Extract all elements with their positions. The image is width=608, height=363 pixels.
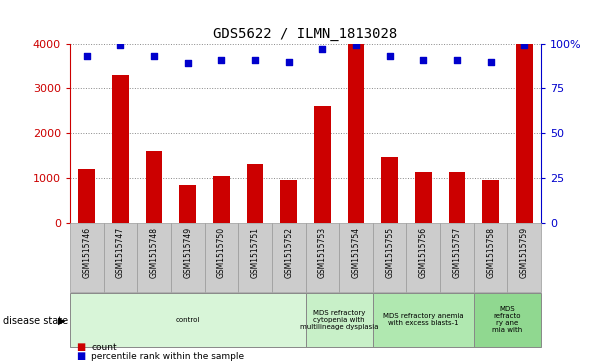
Bar	[103, 223, 137, 292]
Text: GSM1515747: GSM1515747	[116, 227, 125, 278]
Point	[82, 53, 92, 59]
Point	[418, 57, 428, 63]
Bar	[70, 293, 305, 347]
Text: MDS refractory anemia
with excess blasts-1: MDS refractory anemia with excess blasts…	[383, 313, 464, 326]
Bar	[381, 157, 398, 223]
Bar	[171, 223, 204, 292]
Bar	[272, 223, 305, 292]
Bar	[407, 223, 440, 292]
Bar	[78, 169, 95, 223]
Bar	[305, 223, 339, 292]
Point	[183, 60, 193, 66]
Bar	[280, 180, 297, 223]
Text: control: control	[176, 317, 200, 323]
Bar	[305, 293, 373, 347]
Text: GSM1515750: GSM1515750	[217, 227, 226, 278]
Text: GSM1515754: GSM1515754	[351, 227, 361, 278]
Text: GSM1515751: GSM1515751	[250, 227, 260, 278]
Bar	[146, 151, 162, 223]
Bar	[112, 75, 129, 223]
Point	[250, 57, 260, 63]
Bar	[348, 44, 364, 223]
Bar	[247, 164, 263, 223]
Text: GSM1515753: GSM1515753	[318, 227, 327, 278]
Bar	[70, 223, 103, 292]
Text: ■: ■	[76, 342, 85, 352]
Title: GDS5622 / ILMN_1813028: GDS5622 / ILMN_1813028	[213, 27, 398, 41]
Text: GSM1515757: GSM1515757	[452, 227, 461, 278]
Text: GSM1515748: GSM1515748	[150, 227, 159, 278]
Bar	[179, 185, 196, 223]
Bar	[238, 223, 272, 292]
Bar	[373, 223, 407, 292]
Point	[519, 42, 529, 48]
Bar	[339, 223, 373, 292]
Text: disease state: disease state	[3, 316, 68, 326]
Point	[317, 46, 327, 52]
Text: GSM1515746: GSM1515746	[82, 227, 91, 278]
Text: GSM1515758: GSM1515758	[486, 227, 495, 278]
Point	[149, 53, 159, 59]
Text: ■: ■	[76, 351, 85, 361]
Bar	[449, 172, 465, 223]
Point	[385, 53, 395, 59]
Text: GSM1515749: GSM1515749	[183, 227, 192, 278]
Point	[486, 58, 496, 65]
Bar	[204, 223, 238, 292]
Text: count: count	[91, 343, 117, 352]
Bar	[474, 223, 508, 292]
Text: percentile rank within the sample: percentile rank within the sample	[91, 352, 244, 361]
Bar	[440, 223, 474, 292]
Bar	[137, 223, 171, 292]
Text: MDS
refracto
ry ane
mia with: MDS refracto ry ane mia with	[492, 306, 523, 333]
Bar	[508, 223, 541, 292]
Bar	[474, 293, 541, 347]
Text: GSM1515752: GSM1515752	[284, 227, 293, 278]
Point	[351, 42, 361, 48]
Bar	[314, 106, 331, 223]
Bar	[415, 172, 432, 223]
Text: GSM1515759: GSM1515759	[520, 227, 529, 278]
Point	[116, 42, 125, 48]
Text: GSM1515756: GSM1515756	[419, 227, 428, 278]
Bar	[213, 176, 230, 223]
Text: MDS refractory
cytopenia with
multilineage dysplasia: MDS refractory cytopenia with multilinea…	[300, 310, 378, 330]
Point	[452, 57, 462, 63]
Point	[284, 58, 294, 65]
Bar	[516, 44, 533, 223]
Text: GSM1515755: GSM1515755	[385, 227, 394, 278]
Bar	[373, 293, 474, 347]
Bar	[482, 180, 499, 223]
Point	[216, 57, 226, 63]
Text: ▶: ▶	[58, 316, 66, 326]
